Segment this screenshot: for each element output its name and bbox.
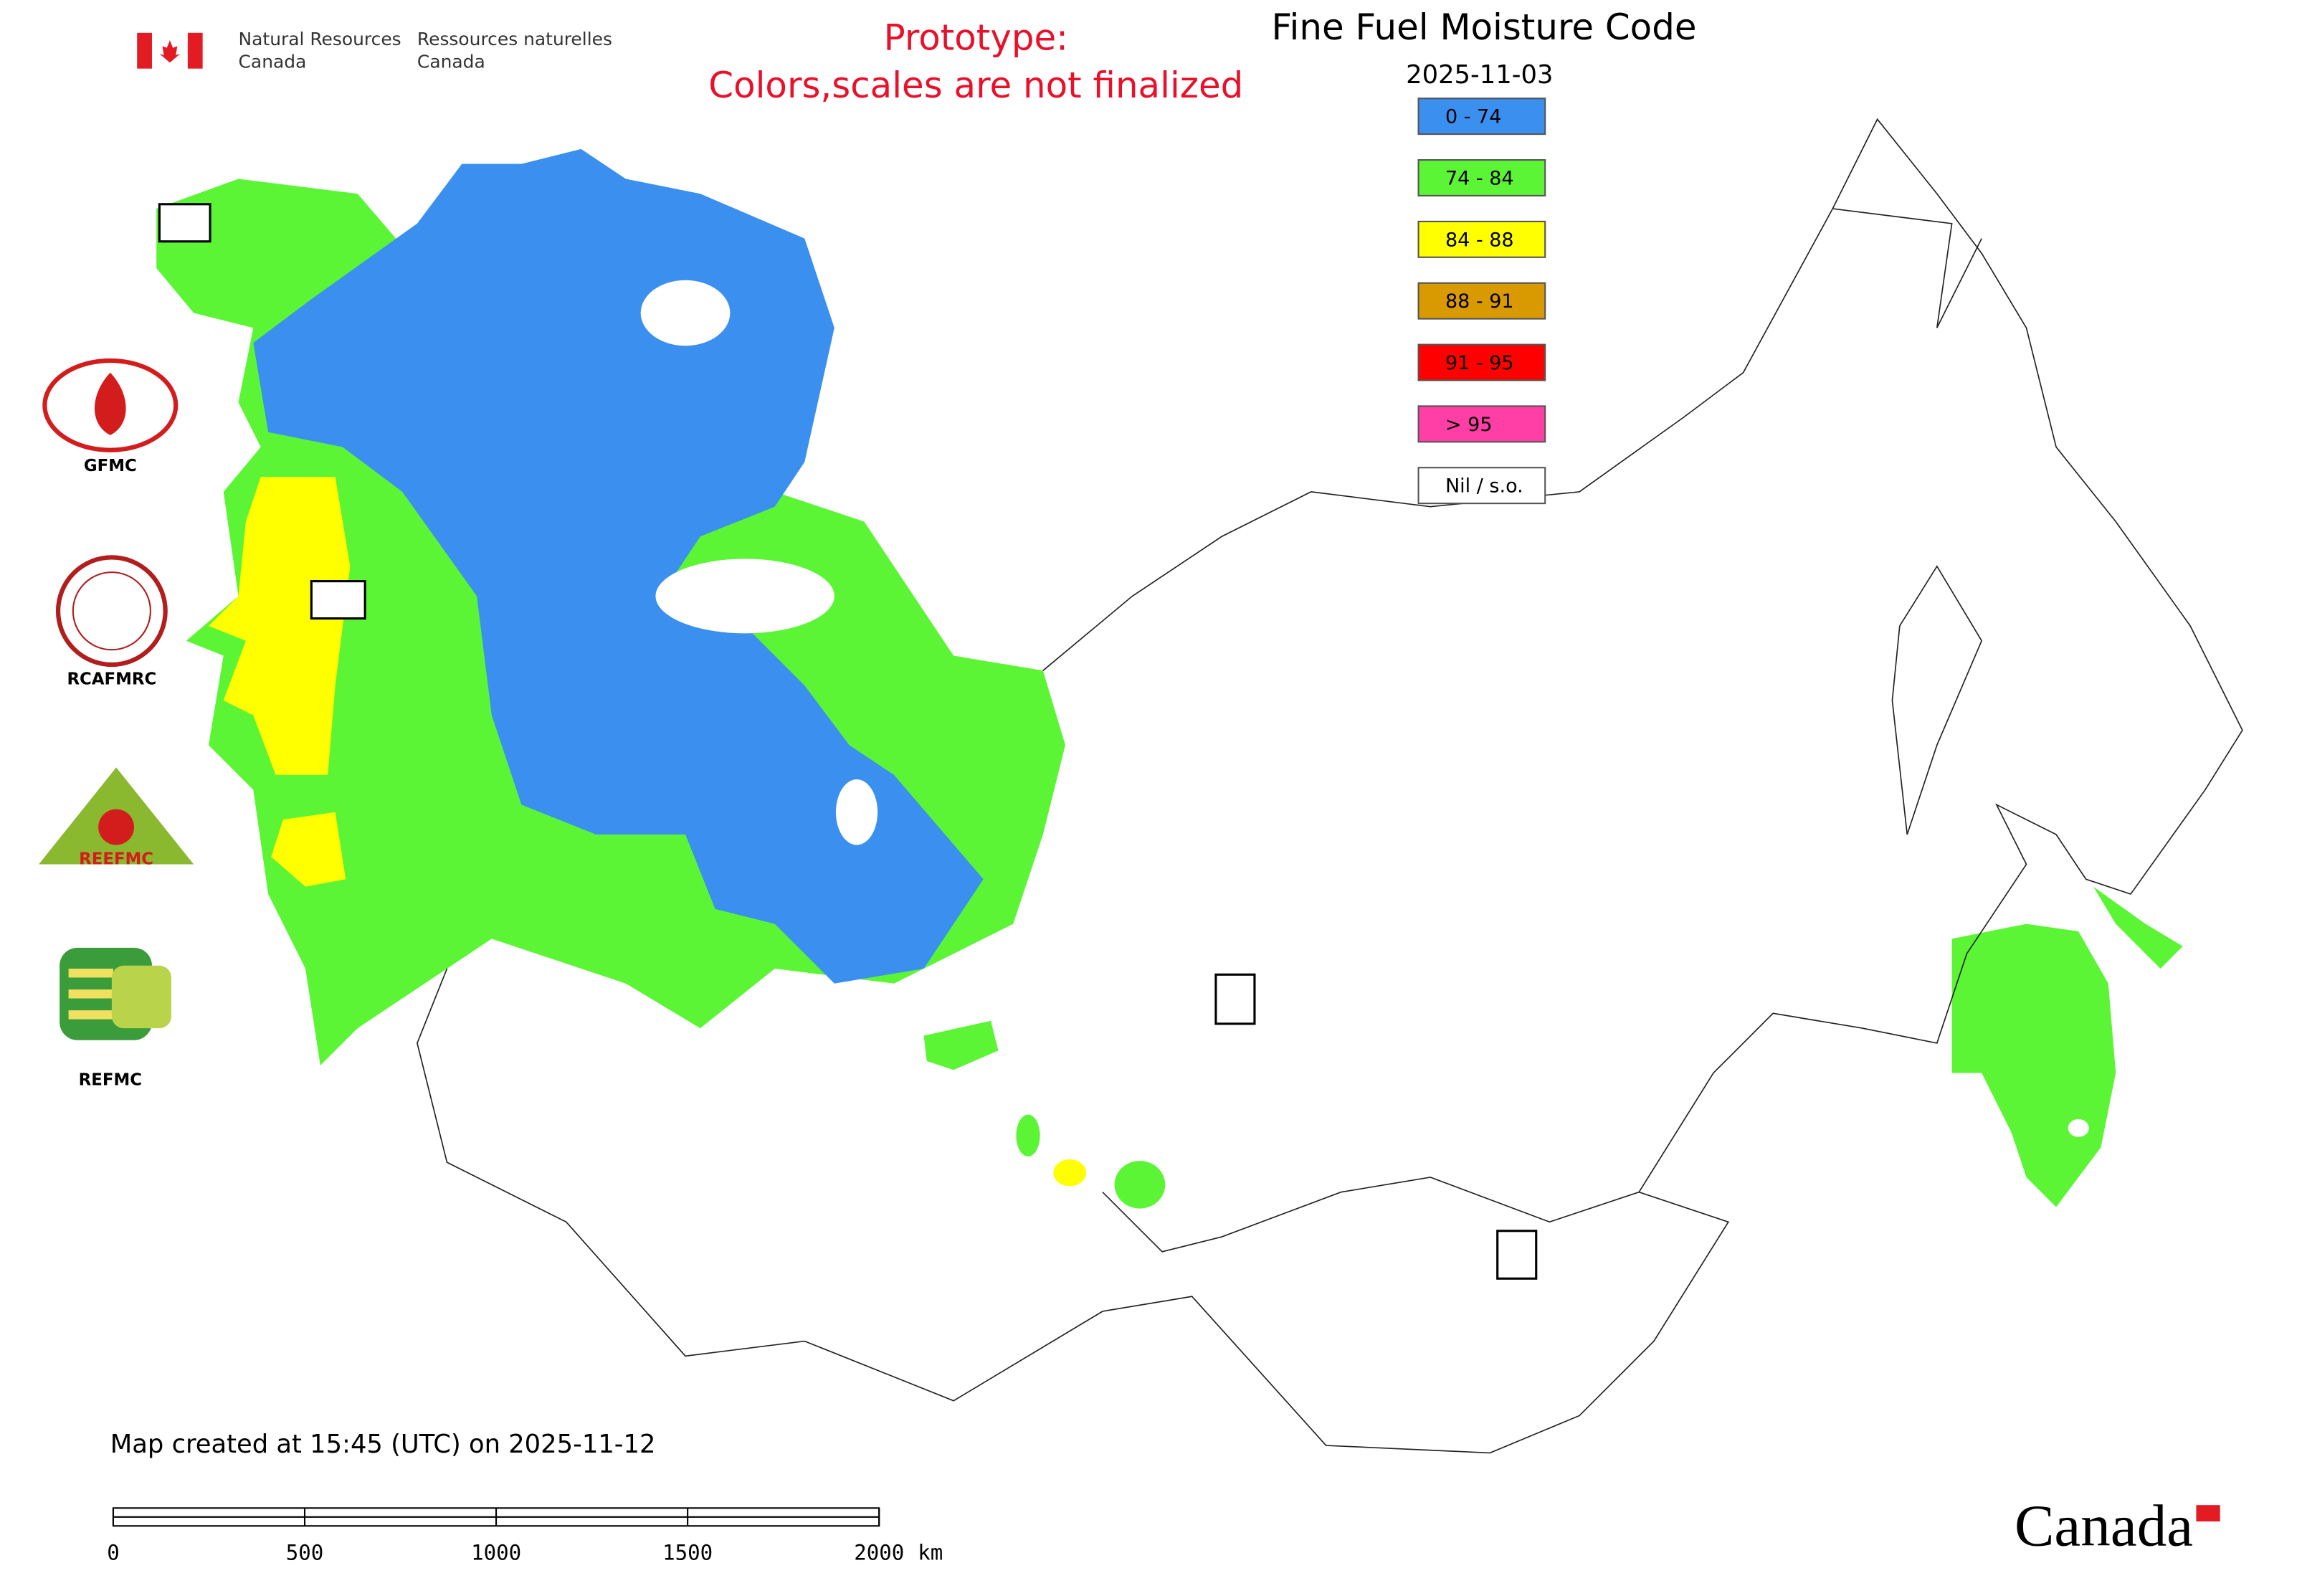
logo-label: REFMC bbox=[79, 1070, 142, 1089]
legend-swatch bbox=[1417, 159, 1546, 196]
boundaries bbox=[417, 118, 2243, 1454]
legend-label: 0 - 74 bbox=[1445, 106, 1501, 128]
legend-label: Nil / s.o. bbox=[1445, 475, 1523, 498]
wordmark-flag bbox=[2196, 1505, 2220, 1522]
dept-fr: Ressources naturelles bbox=[417, 29, 612, 49]
legend-swatch bbox=[1417, 467, 1546, 505]
nrcan-flag bbox=[137, 32, 203, 69]
site-marker bbox=[1496, 1230, 1538, 1280]
fwi-fill bbox=[156, 148, 2183, 1209]
dept-en: Canada bbox=[239, 51, 307, 72]
legend-swatch bbox=[1417, 343, 1546, 381]
scale-label: 0 bbox=[107, 1541, 120, 1565]
scale-unit: km bbox=[918, 1541, 943, 1565]
title: Fine Fuel Moisture Code bbox=[1271, 6, 1696, 48]
scale-label: 1000 bbox=[471, 1541, 521, 1565]
date: 2025-11-03 bbox=[1406, 60, 1553, 90]
canada-wordmark: Canada bbox=[2015, 1493, 2193, 1559]
logo-refmc bbox=[60, 947, 172, 1040]
scale-label: 2000 bbox=[854, 1541, 904, 1565]
legend-swatch bbox=[1417, 220, 1546, 258]
legend-label: 88 - 91 bbox=[1445, 290, 1514, 313]
legend-swatch bbox=[1417, 282, 1546, 320]
site-marker bbox=[158, 203, 211, 243]
legend: 0 - 74 74 - 84 84 - 88 88 - 91 91 - 95 > 95 Ni… bbox=[1417, 98, 1546, 505]
dept-fr: Canada bbox=[417, 51, 485, 72]
logo-rcafmrc bbox=[55, 555, 168, 668]
logo-label: RCAFMRC bbox=[67, 670, 156, 688]
legend-label: 74 - 84 bbox=[1445, 168, 1514, 190]
logo-reefmc bbox=[39, 767, 194, 865]
legend-swatch bbox=[1417, 405, 1546, 443]
scale-label: 500 bbox=[286, 1541, 324, 1565]
scale-bar: 0 500 1000 1500 2000 km bbox=[107, 1507, 943, 1565]
dept-en: Natural Resources bbox=[239, 29, 401, 49]
created-note: Map created at 15:45 (UTC) on 2025-11-12 bbox=[110, 1430, 656, 1459]
logo-label: GFMC bbox=[84, 457, 137, 475]
scale-label: 1500 bbox=[662, 1541, 713, 1565]
legend-label: 84 - 88 bbox=[1445, 229, 1514, 251]
site-marker bbox=[1214, 973, 1256, 1025]
legend-swatch bbox=[1417, 98, 1546, 136]
logo-wordmark: REEFMC bbox=[79, 850, 153, 869]
site-marker bbox=[310, 580, 366, 620]
notice: Colors,scales are not finalized bbox=[708, 65, 1243, 106]
legend-label: > 95 bbox=[1445, 414, 1493, 436]
legend-label: 91 - 95 bbox=[1445, 352, 1514, 374]
notice: Prototype: bbox=[884, 17, 1068, 59]
logo-gfmc bbox=[42, 358, 179, 452]
